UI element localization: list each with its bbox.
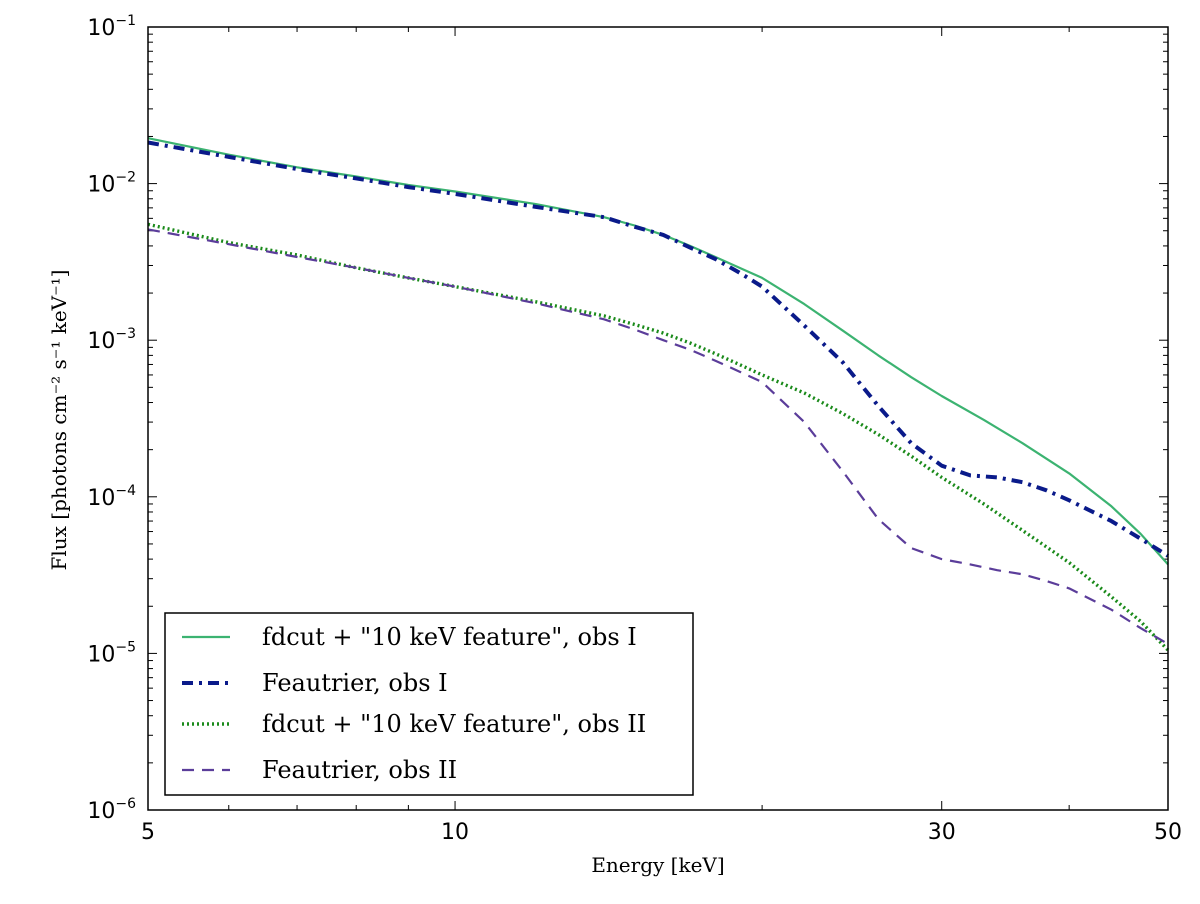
series-line-4	[147, 228, 1169, 645]
series-line-2	[147, 140, 1170, 558]
legend-label-3: fdcut + "10 keV feature", obs II	[262, 710, 646, 738]
y-tick-label: 10−3	[87, 326, 136, 354]
x-axis-label: Energy [keV]	[591, 853, 724, 877]
x-tick-label: 10	[441, 820, 469, 845]
legend-label-2: Feautrier, obs I	[262, 669, 448, 697]
y-tick-label: 10−2	[87, 170, 136, 198]
legend-label-4: Feautrier, obs II	[262, 756, 457, 784]
legend-box	[164, 612, 694, 796]
x-tick-label: 50	[1154, 820, 1182, 845]
x-tick-label: 30	[928, 820, 956, 845]
legend: fdcut + "10 keV feature", obs I Feautrier…	[164, 612, 694, 796]
x-tick-labels: 5 10 30 50	[141, 820, 1182, 845]
series-line-1	[147, 137, 1169, 566]
plot-frame	[147, 26, 1169, 811]
y-tick-label: 10−6	[87, 796, 136, 824]
y-tick-labels: 10−1 10−2 10−3 10−4 10−5 10−6	[87, 13, 136, 824]
legend-label-1: fdcut + "10 keV feature", obs I	[262, 623, 637, 651]
y-tick-label: 10−1	[87, 13, 136, 41]
series-layer	[147, 137, 1170, 652]
x-tick-label: 5	[141, 820, 155, 845]
y-tick-label: 10−4	[87, 483, 136, 511]
y-tick-label: 10−5	[87, 639, 136, 667]
y-axis-label: Flux [photons cm⁻² s⁻¹ keV⁻¹]	[47, 270, 71, 571]
